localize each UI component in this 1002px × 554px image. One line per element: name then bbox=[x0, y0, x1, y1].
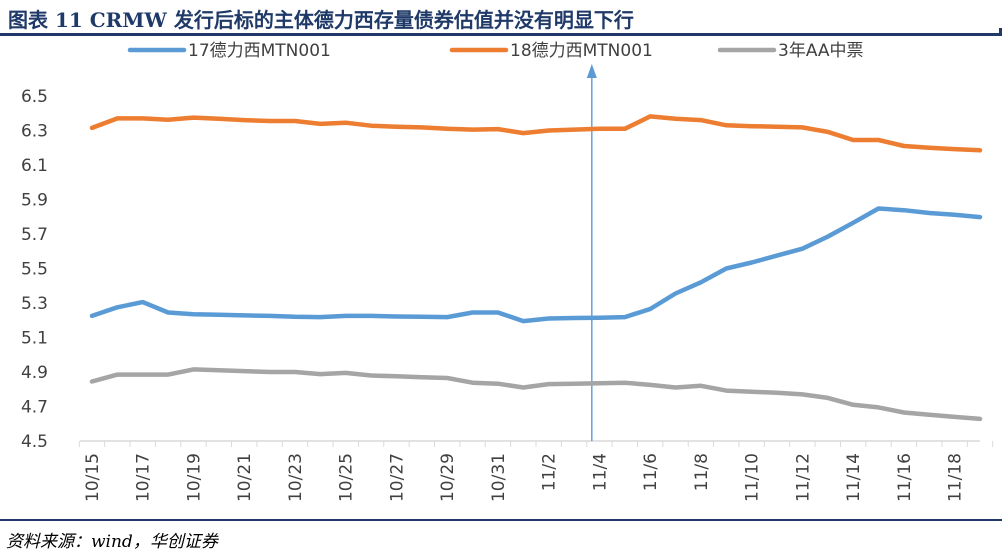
x-tick-label: 11/12 bbox=[793, 453, 813, 502]
y-tick-label: 5.7 bbox=[21, 225, 48, 245]
x-tick-label: 10/27 bbox=[387, 453, 407, 502]
x-tick-label: 11/10 bbox=[743, 453, 763, 502]
x-tick-label: 10/29 bbox=[438, 453, 458, 502]
x-tick-label: 10/21 bbox=[235, 453, 255, 502]
title-bar: 图表 11 CRMW 发行后标的主体德力西存量债券估值并没有明显下行 bbox=[0, 0, 1002, 36]
legend-label: 18德力西MTN001 bbox=[510, 41, 653, 61]
y-tick-label: 4.7 bbox=[21, 398, 48, 418]
series-line-3 bbox=[89, 367, 983, 422]
x-tick-label: 11/18 bbox=[946, 453, 966, 502]
x-tick-label: 11/8 bbox=[692, 453, 712, 491]
source-rule bbox=[0, 519, 1002, 521]
y-tick-label: 4.9 bbox=[21, 363, 48, 383]
series-line-1 bbox=[89, 206, 983, 324]
annotation-arrow-head bbox=[586, 64, 597, 78]
x-tick-label: 10/19 bbox=[184, 453, 204, 502]
y-tick-label: 5.1 bbox=[21, 329, 48, 349]
source-note: 资料来源：wind，华创证券 bbox=[6, 532, 218, 552]
legend-label: 17德力西MTN001 bbox=[188, 41, 331, 61]
x-tick-label: 10/15 bbox=[83, 453, 103, 502]
y-tick-label: 4.5 bbox=[21, 432, 48, 452]
x-tick-label: 11/4 bbox=[590, 453, 610, 491]
y-tick-label: 6.5 bbox=[21, 87, 48, 107]
x-tick-label: 10/17 bbox=[134, 453, 154, 502]
line-chart: 4.5 4.7 4.9 5.1 5.3 5.5 5.7 5.9 6.1 6.3 6.5 10/15 10… bbox=[21, 41, 994, 502]
x-tick-label: 11/16 bbox=[895, 453, 915, 502]
y-tick-label: 5.9 bbox=[21, 191, 48, 211]
y-tick-label: 5.5 bbox=[21, 260, 48, 280]
x-tick-label: 11/6 bbox=[641, 453, 661, 491]
x-tick-label: 11/2 bbox=[540, 453, 560, 491]
x-tick-label: 10/25 bbox=[337, 453, 357, 502]
chart-title: 图表 11 CRMW 发行后标的主体德力西存量债券估值并没有明显下行 bbox=[8, 8, 634, 32]
y-tick-label: 5.3 bbox=[21, 294, 48, 314]
x-tick-label: 11/14 bbox=[844, 453, 864, 502]
title-rule bbox=[0, 33, 1002, 36]
legend-label: 3年AA中票 bbox=[778, 41, 864, 61]
y-tick-label: 6.1 bbox=[21, 156, 48, 176]
y-tick-label: 6.3 bbox=[21, 122, 48, 142]
title-rule-tick bbox=[999, 28, 1002, 36]
series-line-2 bbox=[89, 114, 983, 153]
x-tick-label: 10/31 bbox=[489, 453, 509, 502]
x-tick-label: 10/23 bbox=[286, 453, 306, 502]
